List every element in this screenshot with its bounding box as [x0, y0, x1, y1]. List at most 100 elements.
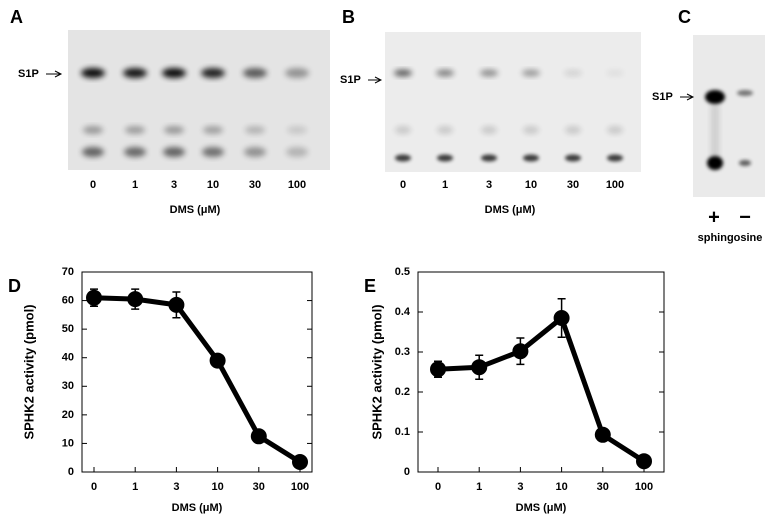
- x-axis-label: DMS (μM): [485, 204, 536, 216]
- spot: [285, 68, 309, 78]
- lane-label: 3: [171, 179, 177, 191]
- x-tick-label: 3: [173, 481, 179, 493]
- data-point: [250, 428, 267, 445]
- spot: [564, 69, 582, 77]
- lane-label: 1: [442, 179, 448, 191]
- lane-label: 0: [400, 179, 406, 191]
- lane-label: 0: [90, 179, 96, 191]
- data-point: [471, 359, 488, 376]
- panel-label: A: [10, 7, 23, 27]
- gel-b: [385, 32, 641, 172]
- spot: [739, 160, 751, 166]
- spot: [162, 68, 186, 78]
- y-axis-label: SPHK2 activity (pmol): [369, 304, 384, 439]
- spot: [480, 69, 498, 77]
- panel-label: C: [678, 7, 691, 27]
- spot: [522, 69, 540, 77]
- x-tick-label: 10: [211, 481, 223, 493]
- data-point: [292, 454, 308, 470]
- spot: [565, 126, 581, 134]
- x-tick-label: 0: [91, 481, 97, 493]
- spot: [201, 68, 225, 78]
- spot: [437, 154, 453, 162]
- x-tick-label: 100: [291, 481, 309, 493]
- data-point: [127, 291, 144, 308]
- lane-label: 1: [132, 179, 138, 191]
- streak: [711, 104, 719, 159]
- data-line: [437, 315, 646, 464]
- spot: [123, 68, 147, 78]
- lane-label: −: [739, 206, 751, 228]
- data-point: [430, 361, 446, 378]
- panel-label: E: [364, 276, 376, 296]
- y-tick-label: 30: [62, 380, 74, 392]
- data-point: [168, 296, 185, 313]
- data-point: [553, 310, 570, 326]
- y-tick-label: 10: [62, 437, 74, 449]
- marker-label: S1P: [18, 68, 39, 80]
- spot: [607, 126, 623, 134]
- data-point: [594, 426, 611, 443]
- spot: [436, 69, 454, 77]
- arrow: [46, 70, 63, 78]
- lane-label: +: [708, 206, 720, 228]
- spot: [523, 126, 539, 134]
- y-tick-label: 0.1: [395, 426, 410, 438]
- caption: sphingosine: [698, 232, 763, 244]
- spot: [125, 126, 145, 134]
- y-axis-label: SPHK2 activity (pmol): [21, 304, 36, 439]
- y-tick-label: 0: [404, 466, 410, 478]
- gel-spots: [81, 68, 753, 170]
- spot: [395, 126, 411, 134]
- x-tick-label: 30: [597, 481, 609, 493]
- spot: [395, 154, 411, 162]
- x-tick-label: 3: [517, 481, 523, 493]
- y-tick-label: 0: [68, 466, 74, 478]
- x-tick-label: 0: [435, 481, 441, 493]
- gel-a: [68, 30, 330, 170]
- spot: [81, 68, 105, 78]
- spot: [244, 147, 266, 157]
- lane-label: 3: [486, 179, 492, 191]
- data-point: [512, 343, 529, 360]
- y-tick-label: 0.5: [395, 266, 410, 278]
- y-tick-label: 0.4: [395, 306, 411, 318]
- spot: [437, 126, 453, 134]
- data-point: [209, 352, 226, 369]
- spot: [707, 156, 723, 170]
- data-line: [93, 295, 302, 465]
- spot: [481, 126, 497, 134]
- x-tick-label: 1: [132, 481, 138, 493]
- y-tick-label: 50: [62, 323, 74, 335]
- y-tick-label: 0.3: [395, 346, 410, 358]
- spot: [523, 154, 539, 162]
- y-tick-label: 40: [62, 352, 74, 364]
- spot: [737, 90, 753, 96]
- spot: [287, 126, 307, 134]
- spot: [163, 147, 185, 157]
- lane-label: 10: [525, 179, 537, 191]
- spot: [286, 147, 308, 157]
- spot: [124, 147, 146, 157]
- data-point: [636, 453, 652, 470]
- spot: [606, 69, 624, 77]
- y-tick-label: 0.2: [395, 386, 410, 398]
- x-tick-label: 30: [253, 481, 265, 493]
- lane-label: 100: [288, 179, 306, 191]
- spot: [83, 126, 103, 134]
- spot: [394, 69, 412, 77]
- x-tick-label: 10: [555, 481, 567, 493]
- spot: [705, 90, 725, 104]
- y-tick-label: 60: [62, 294, 74, 306]
- x-tick-label: 1: [476, 481, 482, 493]
- marker-label: S1P: [652, 91, 673, 103]
- marker-label: S1P: [340, 74, 361, 86]
- plot-frame: [81, 271, 313, 473]
- spot: [565, 154, 581, 162]
- spot: [82, 147, 104, 157]
- spot: [203, 126, 223, 134]
- spot: [245, 126, 265, 134]
- y-tick-label: 70: [62, 266, 74, 278]
- spot: [607, 154, 623, 162]
